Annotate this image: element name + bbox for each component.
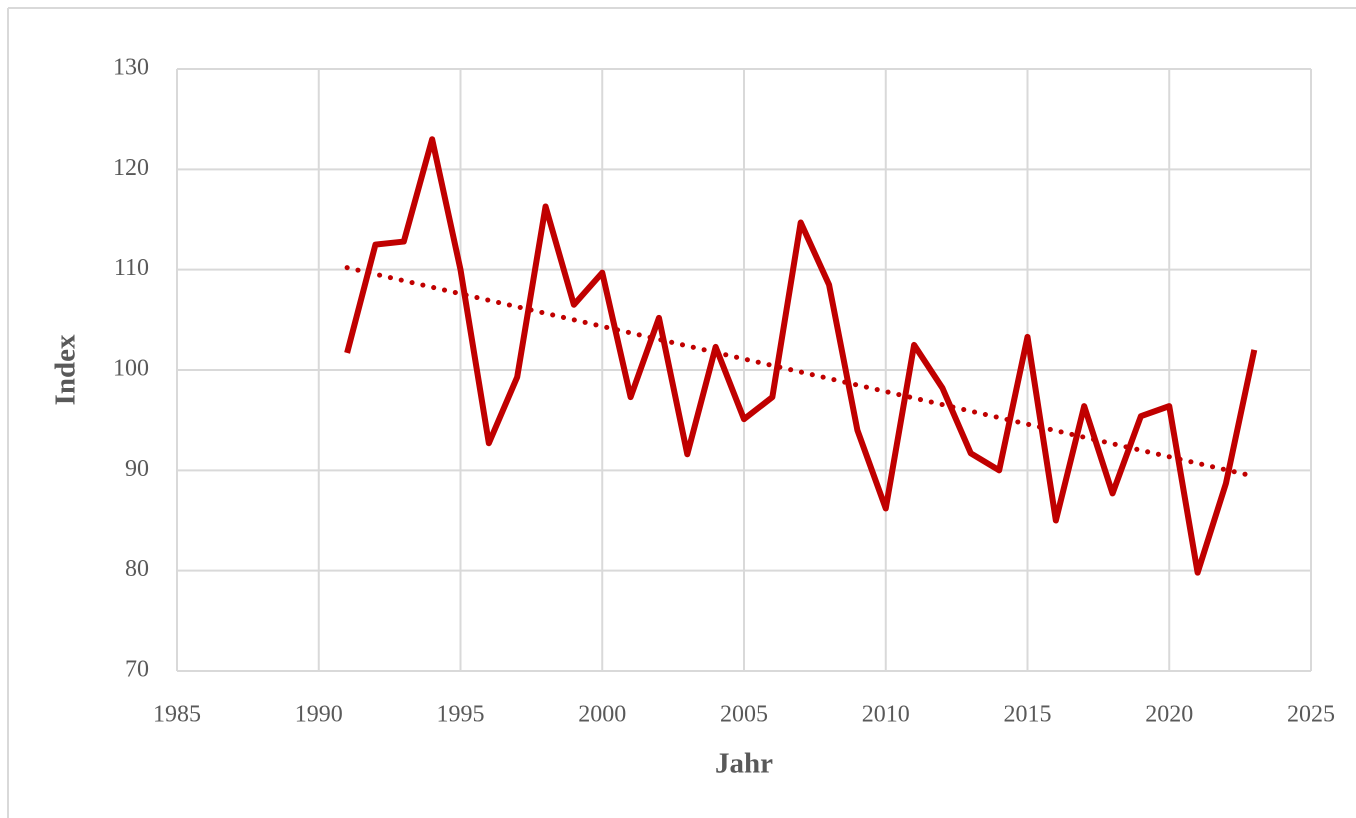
- x-tick-label: 1985: [153, 702, 201, 728]
- x-tick-label: 2000: [578, 702, 626, 728]
- data-line: [344, 136, 1258, 576]
- y-tick-label: 90: [125, 456, 149, 482]
- y-tick-label: 70: [125, 657, 149, 683]
- y-tick-label: 130: [113, 55, 149, 81]
- x-tick-label: 2025: [1287, 702, 1335, 728]
- x-axis-title: Jahr: [715, 748, 773, 780]
- x-tick-label: 2005: [720, 702, 768, 728]
- x-tick-label: 2020: [1145, 702, 1193, 728]
- x-tick-label: 2015: [1004, 702, 1052, 728]
- y-tick-label: 120: [113, 155, 149, 181]
- trendline: [344, 265, 1257, 479]
- x-tick-label: 2010: [862, 702, 910, 728]
- y-tick-label: 110: [114, 255, 149, 281]
- y-axis-title: Index: [50, 334, 82, 405]
- x-tick-label: 1990: [295, 702, 343, 728]
- x-tick-label: 1995: [437, 702, 485, 728]
- y-tick-label: 100: [113, 356, 149, 382]
- y-tick-label: 80: [125, 556, 149, 582]
